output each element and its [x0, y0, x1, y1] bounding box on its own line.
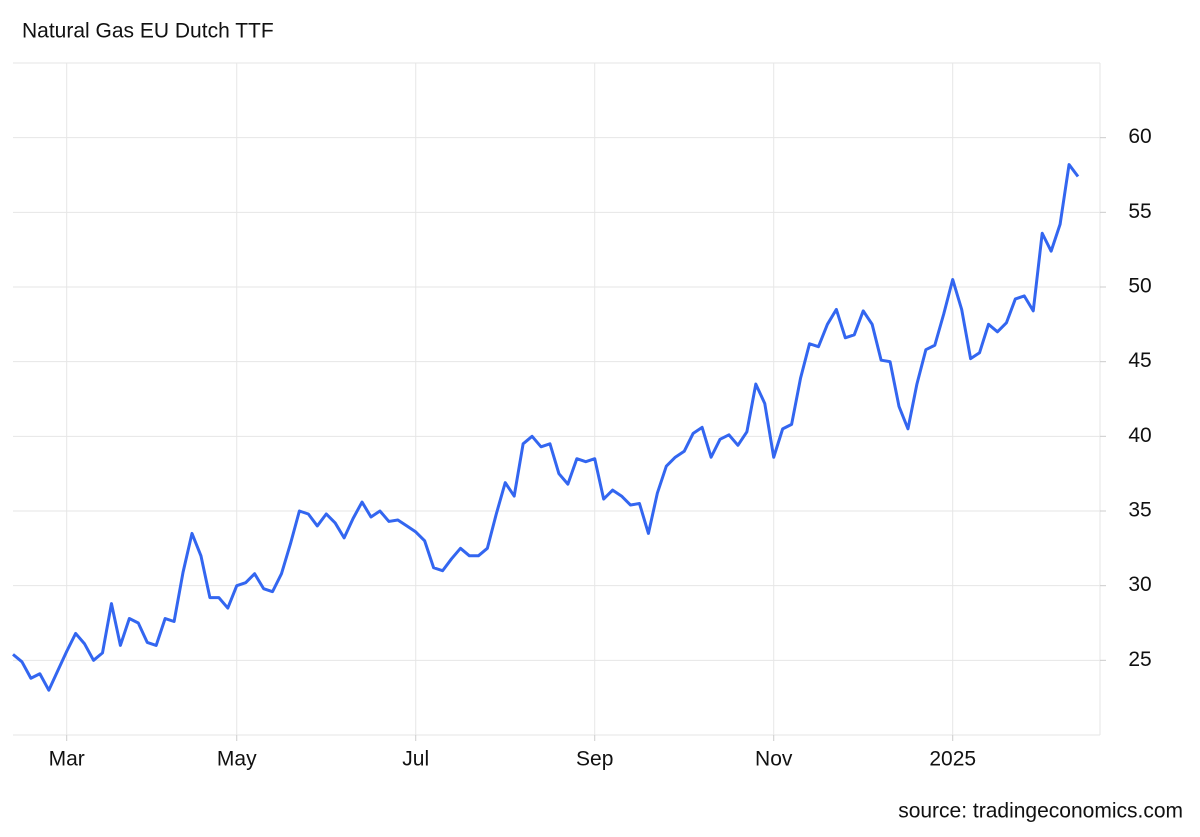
y-tick-label: 25: [1128, 648, 1151, 671]
y-tick-label: 45: [1128, 349, 1151, 372]
chart-title: Natural Gas EU Dutch TTF: [22, 20, 274, 43]
x-tick-label: Sep: [576, 748, 613, 771]
y-tick-label: 55: [1128, 200, 1151, 223]
x-tick-label: Jul: [402, 748, 429, 771]
x-tick-label: 2025: [929, 748, 976, 771]
y-tick-label: 50: [1128, 275, 1151, 298]
y-tick-label: 35: [1128, 499, 1151, 522]
y-tick-label: 60: [1128, 125, 1151, 148]
x-tick-label: Mar: [49, 748, 85, 771]
price-line: [12, 163, 1080, 692]
x-tick-label: Nov: [755, 748, 793, 771]
source-note: source: tradingeconomics.com: [898, 800, 1183, 823]
y-tick-label: 30: [1128, 573, 1151, 596]
y-tick-label: 40: [1128, 424, 1151, 447]
x-tick-label: May: [217, 748, 257, 771]
